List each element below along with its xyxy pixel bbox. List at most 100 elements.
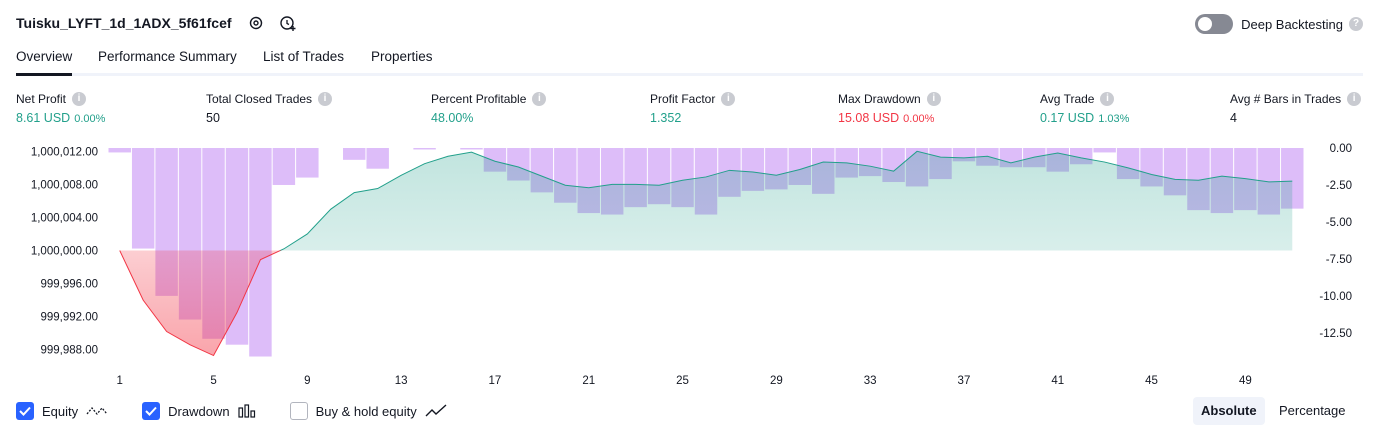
- left-tick-label: 999,996.00: [40, 279, 98, 291]
- x-tick-label: 37: [958, 375, 971, 387]
- strategy-title: Tuisku_LYFT_1d_1ADX_5f61fcef: [16, 15, 232, 31]
- header: Tuisku_LYFT_1d_1ADX_5f61fcef Deep Backte…: [16, 0, 1363, 46]
- stat-value: 15.08 USD: [838, 111, 900, 125]
- info-icon[interactable]: i: [532, 92, 547, 106]
- stat-total-closed-trades: Total Closed Trades i 50: [206, 92, 333, 125]
- x-tick-label: 25: [676, 375, 689, 387]
- info-icon[interactable]: i: [72, 92, 87, 106]
- left-axis: 1,000,012.00 1,000,008.00 1,000,004.00 1,00…: [31, 146, 98, 356]
- x-tick-label: 41: [1051, 375, 1064, 387]
- stat-percent: 0.00%: [903, 113, 935, 125]
- stat-max-drawdown: Max Drawdown i 15.08 USD 0.00%: [838, 92, 941, 125]
- deep-backtesting-label: Deep Backtesting: [1241, 16, 1343, 32]
- right-tick-label: 0.00: [1330, 143, 1352, 155]
- checkbox-unchecked-icon[interactable]: [289, 402, 308, 420]
- legend-drawdown-label: Drawdown: [168, 403, 230, 419]
- help-icon[interactable]: ?: [1349, 17, 1363, 31]
- drawdown-bar: [1093, 148, 1116, 153]
- legend-equity-label: Equity: [42, 403, 79, 419]
- x-tick-label: 9: [304, 375, 310, 387]
- left-tick-label: 999,992.00: [40, 312, 98, 324]
- chart-legend: Equity Drawdown Buy & hold equity: [16, 400, 481, 422]
- bars-icon: [237, 404, 256, 418]
- right-tick-label: -10.00: [1319, 291, 1352, 303]
- tab-bar: Overview Performance Summary List of Tra…: [16, 46, 1363, 76]
- left-tick-label: 1,000,000.00: [31, 246, 98, 258]
- legend-buy-hold[interactable]: Buy & hold equity: [289, 402, 447, 420]
- x-tick-label: 33: [864, 375, 877, 387]
- stat-avg-trade: Avg Trade i 0.17 USD 1.03%: [1040, 92, 1129, 125]
- tab-performance-summary[interactable]: Performance Summary: [98, 49, 237, 64]
- stat-label: Net Profit: [16, 92, 67, 106]
- drawdown-bar: [413, 148, 436, 150]
- stat-value: 48.00%: [431, 111, 474, 125]
- x-tick-label: 49: [1239, 375, 1252, 387]
- x-tick-label: 17: [489, 375, 502, 387]
- info-icon[interactable]: i: [1347, 92, 1362, 106]
- stat-value: 4: [1230, 111, 1237, 125]
- x-tick-label: 13: [395, 375, 408, 387]
- info-icon[interactable]: i: [1100, 92, 1115, 106]
- right-axis: 0.00 -2.50 -5.00 -7.50 -10.00 -12.50: [1319, 143, 1352, 340]
- tab-properties[interactable]: Properties: [371, 49, 433, 64]
- equity-area: [119, 150, 1293, 357]
- x-tick-label: 21: [582, 375, 595, 387]
- stat-percent: 1.03%: [1098, 113, 1130, 125]
- stat-value: 1.352: [650, 111, 682, 125]
- stat-value: 8.61 USD: [16, 111, 71, 125]
- right-tick-label: -2.50: [1326, 180, 1352, 192]
- stat-label: Avg # Bars in Trades: [1230, 92, 1342, 106]
- info-icon[interactable]: i: [926, 92, 941, 106]
- checkbox-checked-icon[interactable]: [16, 402, 34, 420]
- equity-line-icon: [86, 404, 108, 418]
- drawdown-bar: [131, 148, 155, 249]
- left-tick-label: 1,000,004.00: [31, 212, 98, 224]
- x-axis: 1 5 9 13 17 21 25 29 33 37 41 45 49: [117, 375, 1252, 387]
- stats-row: Net Profit i 8.61 USD 0.00% Total Closed T…: [16, 92, 1363, 132]
- right-tick-label: -5.00: [1326, 217, 1352, 229]
- legend-buy-hold-label: Buy & hold equity: [315, 403, 417, 419]
- info-icon[interactable]: i: [721, 92, 736, 106]
- settings-gear-icon[interactable]: [246, 13, 266, 33]
- x-tick-label: 45: [1145, 375, 1158, 387]
- drawdown-bar: [366, 148, 389, 169]
- stat-label: Max Drawdown: [838, 92, 921, 106]
- deep-backtesting-control: Deep Backtesting ?: [1195, 13, 1363, 35]
- right-tick-label: -7.50: [1326, 254, 1352, 266]
- equity-drawdown-chart[interactable]: 1,000,012.00 1,000,008.00 1,000,004.00 1,00…: [0, 138, 1379, 390]
- legend-drawdown[interactable]: Drawdown: [142, 402, 255, 420]
- stat-net-profit: Net Profit i 8.61 USD 0.00%: [16, 92, 105, 125]
- trend-line-icon: [425, 404, 447, 418]
- legend-equity[interactable]: Equity: [16, 402, 108, 420]
- tab-overview[interactable]: Overview: [16, 49, 73, 76]
- left-tick-label: 999,988.00: [40, 345, 98, 357]
- stat-label: Avg Trade: [1040, 92, 1095, 106]
- right-tick-label: -12.50: [1319, 328, 1352, 340]
- toggle-knob: [1198, 17, 1213, 31]
- x-tick-label: 29: [770, 375, 783, 387]
- x-tick-label: 5: [210, 375, 216, 387]
- add-alert-icon[interactable]: [278, 13, 298, 33]
- left-tick-label: 1,000,008.00: [31, 179, 98, 191]
- equity-gain-area: [280, 151, 1293, 251]
- info-icon[interactable]: i: [318, 92, 333, 106]
- drawdown-bar: [343, 148, 366, 160]
- drawdown-bar: [296, 148, 319, 178]
- stat-avg-bars-in-trades: Avg # Bars in Trades i 4: [1230, 92, 1362, 125]
- equity-loss-area: [119, 250, 1293, 356]
- stat-percent: 0.00%: [74, 113, 106, 125]
- stat-label: Percent Profitable: [431, 92, 527, 106]
- stat-value: 0.17 USD: [1040, 111, 1095, 125]
- checkbox-checked-icon[interactable]: [142, 402, 161, 420]
- deep-backtesting-toggle[interactable]: [1195, 14, 1234, 34]
- drawdown-bar: [108, 148, 131, 153]
- stat-percent-profitable: Percent Profitable i 48.00%: [431, 92, 547, 125]
- stat-profit-factor: Profit Factor i 1.352: [650, 92, 736, 125]
- percentage-mode-button[interactable]: Percentage: [1279, 403, 1346, 418]
- tab-list-of-trades[interactable]: List of Trades: [263, 49, 345, 64]
- left-tick-label: 1,000,012.00: [31, 146, 98, 158]
- stat-label: Total Closed Trades: [206, 92, 313, 106]
- stat-label: Profit Factor: [650, 92, 716, 106]
- absolute-mode-button[interactable]: Absolute: [1193, 397, 1265, 425]
- equity-line: [119, 150, 1293, 251]
